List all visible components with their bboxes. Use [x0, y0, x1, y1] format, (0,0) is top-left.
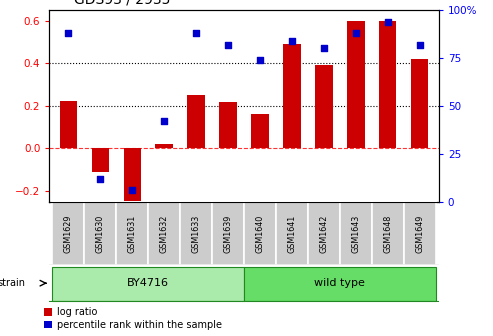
Point: [256, 57, 264, 62]
Point: [65, 30, 72, 36]
Text: GDS93 / 2935: GDS93 / 2935: [74, 0, 170, 7]
Bar: [276, 202, 308, 265]
Bar: [187, 95, 205, 149]
Point: [97, 176, 105, 181]
Bar: [251, 114, 269, 149]
Text: GSM1630: GSM1630: [96, 214, 105, 253]
Text: BY4716: BY4716: [127, 278, 169, 288]
Bar: [219, 101, 237, 149]
Text: GSM1629: GSM1629: [64, 214, 73, 253]
Bar: [404, 202, 436, 265]
Text: strain: strain: [0, 278, 26, 288]
Bar: [212, 202, 244, 265]
Point: [384, 19, 391, 24]
Point: [224, 42, 232, 47]
Bar: [315, 66, 333, 149]
Bar: [379, 21, 396, 149]
Text: GSM1640: GSM1640: [255, 214, 265, 253]
Point: [416, 42, 423, 47]
Bar: [372, 202, 404, 265]
Bar: [180, 202, 212, 265]
Text: GSM1633: GSM1633: [192, 214, 201, 253]
Bar: [92, 149, 109, 172]
Bar: [60, 100, 77, 149]
Text: GSM1631: GSM1631: [128, 214, 137, 253]
Point: [160, 119, 168, 124]
Text: GSM1648: GSM1648: [383, 214, 392, 253]
Text: GSM1649: GSM1649: [415, 214, 424, 253]
Bar: [84, 202, 116, 265]
Bar: [244, 267, 436, 300]
Legend: log ratio, percentile rank within the sample: log ratio, percentile rank within the sa…: [44, 307, 222, 330]
Bar: [124, 149, 141, 201]
Bar: [411, 59, 428, 149]
Text: GSM1643: GSM1643: [352, 214, 360, 253]
Bar: [244, 202, 276, 265]
Bar: [148, 202, 180, 265]
Bar: [116, 202, 148, 265]
Bar: [308, 202, 340, 265]
Point: [352, 30, 360, 36]
Text: GSM1642: GSM1642: [319, 214, 328, 253]
Text: GSM1641: GSM1641: [287, 214, 296, 253]
Text: GSM1632: GSM1632: [160, 214, 169, 253]
Bar: [340, 202, 372, 265]
Bar: [155, 144, 173, 149]
Bar: [283, 44, 301, 149]
Point: [288, 38, 296, 43]
Bar: [347, 21, 364, 149]
Point: [128, 187, 136, 193]
Bar: [52, 267, 244, 300]
Point: [320, 46, 328, 51]
Text: wild type: wild type: [315, 278, 365, 288]
Bar: [52, 202, 84, 265]
Text: GSM1639: GSM1639: [223, 214, 233, 253]
Point: [192, 30, 200, 36]
